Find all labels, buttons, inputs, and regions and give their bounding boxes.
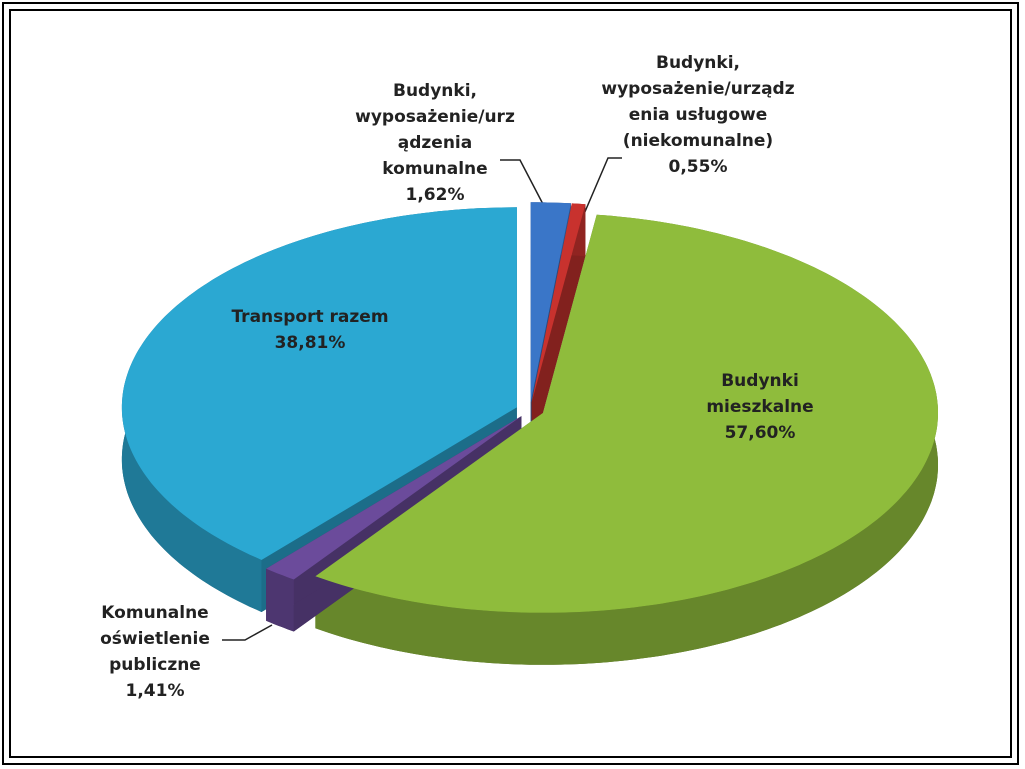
data-label: Komunalne oświetlenie publiczne 1,41%: [70, 600, 240, 704]
slice: [121, 207, 517, 561]
slice-outer-wall: [315, 214, 938, 665]
value-label: 57,60%: [724, 423, 796, 443]
data-label: Budynki mieszkalne 57,60%: [690, 368, 830, 446]
inner-frame: [9, 9, 1012, 758]
data-label: Transport razem 38,81%: [230, 304, 390, 356]
slice-label: Komunalne oświetlenie publiczne: [100, 603, 210, 675]
leader-line: [222, 624, 273, 641]
slice: [531, 203, 586, 403]
slice: [530, 202, 571, 403]
slice: [315, 214, 938, 613]
value-label: 0,55%: [668, 157, 728, 177]
leader-lines: [222, 157, 622, 641]
value-label: 1,62%: [405, 185, 465, 205]
leader-line: [500, 159, 546, 209]
slice-label: Transport razem: [231, 307, 389, 327]
leader-line: [583, 157, 622, 215]
slice: [266, 416, 522, 580]
slice-label: Budynki mieszkalne: [706, 371, 814, 417]
data-label: Budynki, wyposażenie/urządzenia komunaln…: [350, 78, 520, 208]
data-label: Budynki, wyposażenie/urządzenia usługowe…: [598, 50, 798, 180]
slice-radial-wall: [531, 204, 586, 455]
slice-label: Budynki, wyposażenie/urządzenia usługowe…: [601, 53, 795, 151]
value-label: 1,41%: [125, 681, 185, 701]
slice-label: Budynki, wyposażenie/urządzenia komunaln…: [355, 81, 515, 179]
value-label: 38,81%: [274, 333, 346, 353]
slice-outer-wall: [266, 568, 294, 632]
pie-tops: [121, 202, 938, 613]
